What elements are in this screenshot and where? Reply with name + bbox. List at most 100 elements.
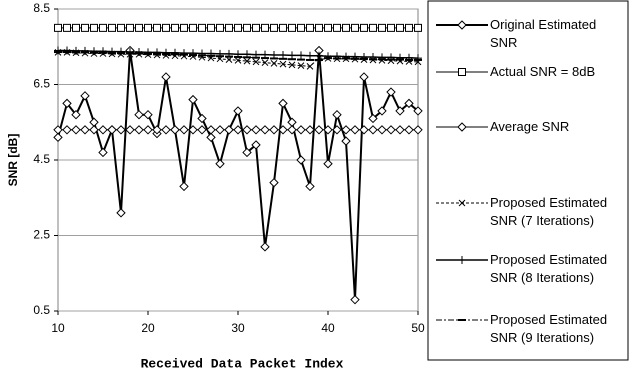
- data-point: [260, 242, 270, 252]
- data-point: [162, 23, 170, 32]
- data-point: [72, 46, 80, 55]
- legend-label: Average SNR: [490, 119, 570, 134]
- data-point: [125, 125, 135, 135]
- legend-marker: [457, 122, 467, 132]
- data-point: [207, 23, 215, 32]
- data-point: [242, 125, 252, 135]
- data-point: [377, 125, 387, 135]
- data-point: [108, 47, 116, 56]
- data-point: [161, 125, 171, 135]
- data-point: [252, 58, 260, 66]
- data-point: [233, 106, 243, 116]
- data-point: [279, 23, 287, 32]
- legend-marker: [458, 68, 466, 76]
- data-point: [53, 125, 63, 135]
- data-point: [351, 23, 359, 32]
- data-point: [144, 23, 152, 32]
- data-point: [179, 125, 189, 135]
- data-point: [107, 125, 117, 135]
- data-point: [242, 147, 252, 158]
- legend-marker: [458, 199, 466, 207]
- data-point: [269, 125, 279, 135]
- data-point: [270, 60, 278, 67]
- data-point: [332, 125, 342, 135]
- data-point: [216, 23, 224, 32]
- y-tick-label: 4.5: [33, 152, 50, 166]
- data-point: [198, 23, 206, 32]
- data-point: [342, 23, 350, 32]
- legend-marker: [458, 256, 466, 264]
- data-point: [197, 113, 207, 124]
- data-point: [188, 125, 198, 135]
- data-point: [135, 23, 143, 32]
- data-point: [279, 51, 287, 60]
- data-point: [405, 23, 413, 32]
- data-point: [359, 125, 369, 135]
- data-point: [225, 56, 233, 63]
- data-point: [297, 23, 305, 32]
- data-point: [134, 109, 144, 120]
- data-point: [99, 47, 107, 56]
- data-point: [341, 136, 351, 146]
- data-point: [234, 23, 242, 32]
- data-point: [224, 125, 234, 135]
- data-point: [54, 23, 62, 32]
- data-point: [252, 23, 260, 32]
- data-point: [260, 125, 270, 135]
- data-point: [323, 159, 333, 169]
- data-point: [377, 106, 387, 116]
- data-point: [152, 125, 162, 135]
- data-point: [99, 23, 107, 32]
- data-point: [288, 23, 296, 32]
- data-point: [368, 125, 378, 135]
- data-point: [306, 23, 314, 32]
- data-point: [333, 23, 341, 32]
- data-point: [134, 125, 144, 135]
- data-point: [350, 294, 360, 305]
- data-point: [153, 23, 161, 32]
- data-point: [63, 23, 71, 32]
- data-point: [369, 23, 377, 32]
- data-point: [197, 125, 207, 135]
- legend-label: Proposed Estimated SNR (8 Iterations): [490, 252, 608, 285]
- data-point: [98, 147, 108, 158]
- data-point: [297, 62, 305, 69]
- data-point: [80, 91, 90, 101]
- data-point: [396, 23, 404, 32]
- y-tick-label: 6.5: [33, 77, 50, 91]
- data-point: [243, 23, 251, 32]
- data-point: [288, 61, 296, 69]
- data-point: [404, 125, 414, 135]
- data-point: [144, 48, 152, 57]
- data-point: [305, 181, 315, 192]
- data-point: [350, 125, 360, 135]
- data-point: [116, 208, 126, 218]
- data-point: [279, 60, 287, 68]
- data-point: [189, 23, 197, 32]
- data-point: [215, 159, 225, 169]
- data-point: [63, 46, 71, 55]
- data-point: [117, 47, 125, 56]
- data-point: [296, 125, 306, 135]
- data-point: [306, 63, 314, 70]
- y-tick-label: 8.5: [33, 1, 50, 15]
- data-point: [261, 23, 269, 32]
- data-point: [315, 51, 323, 60]
- data-point: [288, 51, 296, 60]
- data-point: [215, 125, 225, 135]
- data-point: [171, 23, 179, 32]
- data-point: [378, 23, 386, 32]
- y-axis-label: SNR [dB]: [6, 134, 20, 187]
- data-point: [324, 23, 332, 32]
- legend-marker: [457, 20, 467, 30]
- data-point: [62, 98, 72, 109]
- data-point: [143, 109, 153, 120]
- data-point: [108, 23, 116, 32]
- data-point: [71, 125, 81, 135]
- y-tick-label: 2.5: [33, 228, 50, 242]
- data-point: [206, 125, 216, 135]
- x-axis-label: Received Data Packet Index: [141, 356, 344, 371]
- data-point: [414, 23, 422, 32]
